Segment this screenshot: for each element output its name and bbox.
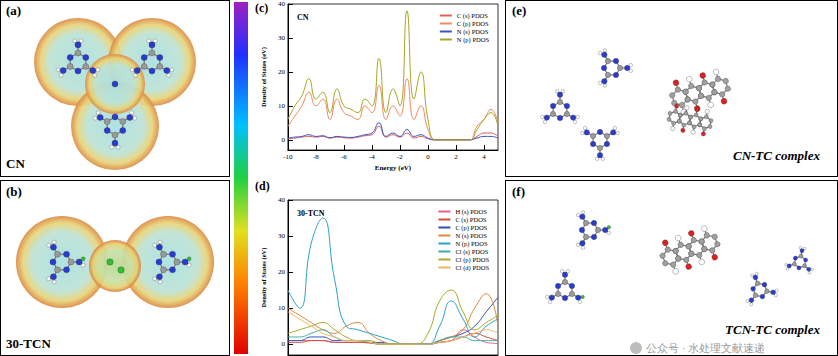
svg-text:(a): (a) [6,3,21,18]
svg-text:Density of States (eV): Density of States (eV) [260,47,268,107]
svg-text:30-TCN: 30-TCN [6,336,51,351]
svg-text:30-TCN: 30-TCN [297,209,325,218]
svg-text:Energy (eV): Energy (eV) [375,164,412,172]
svg-text:(e): (e) [512,3,526,18]
svg-text:30: 30 [278,34,286,42]
svg-text:C (s) PDOS: C (s) PDOS [457,12,488,20]
svg-text:-10: -10 [283,153,293,161]
svg-text:N (s) PDOS: N (s) PDOS [455,232,487,240]
svg-text:C (s) PDOS: C (s) PDOS [455,216,486,224]
svg-text:0: 0 [281,340,285,348]
svg-text:-8: -8 [313,153,319,161]
svg-text:C (p) PDOS: C (p) PDOS [455,224,487,232]
svg-text:N (p) PDOS: N (p) PDOS [455,240,488,248]
svg-text:N (s) PDOS: N (s) PDOS [457,28,489,36]
svg-text:Cl (s) PDOS: Cl (s) PDOS [455,248,488,256]
svg-text:CN: CN [297,13,309,22]
svg-text:-2: -2 [397,153,403,161]
svg-text:CN-TC complex: CN-TC complex [733,148,821,163]
svg-text:2: 2 [454,153,458,161]
svg-text:20: 20 [278,68,286,76]
svg-text:Cl (d) PDOS: Cl (d) PDOS [455,264,489,272]
svg-text:C (p) PDOS: C (p) PDOS [457,20,489,28]
svg-text:30: 30 [278,232,286,240]
svg-text:(f): (f) [512,184,525,199]
svg-text:-4: -4 [369,153,375,161]
svg-text:N (p) PDOS: N (p) PDOS [457,36,490,44]
svg-text:Cl (p) PDOS: Cl (p) PDOS [455,256,489,264]
svg-text:0: 0 [281,136,285,144]
svg-text:20: 20 [278,268,286,276]
svg-text:TCN-TC complex: TCN-TC complex [725,322,820,337]
svg-text:Density of States (eV): Density of States (eV) [260,248,268,308]
svg-text:CN: CN [6,156,25,171]
svg-text:10: 10 [278,304,286,312]
svg-text:4: 4 [482,153,486,161]
svg-text:公众号 · 水处理文献速递: 公众号 · 水处理文献速递 [646,342,765,354]
svg-text:-6: -6 [341,153,347,161]
svg-text:10: 10 [278,102,286,110]
svg-text:H (s) PDOS: H (s) PDOS [455,208,487,216]
svg-text:(b): (b) [6,184,22,199]
svg-text:(d): (d) [255,179,270,193]
svg-text:40: 40 [278,196,286,204]
svg-text:(c): (c) [255,1,268,15]
svg-text:0: 0 [426,153,430,161]
svg-text:40: 40 [278,0,286,8]
